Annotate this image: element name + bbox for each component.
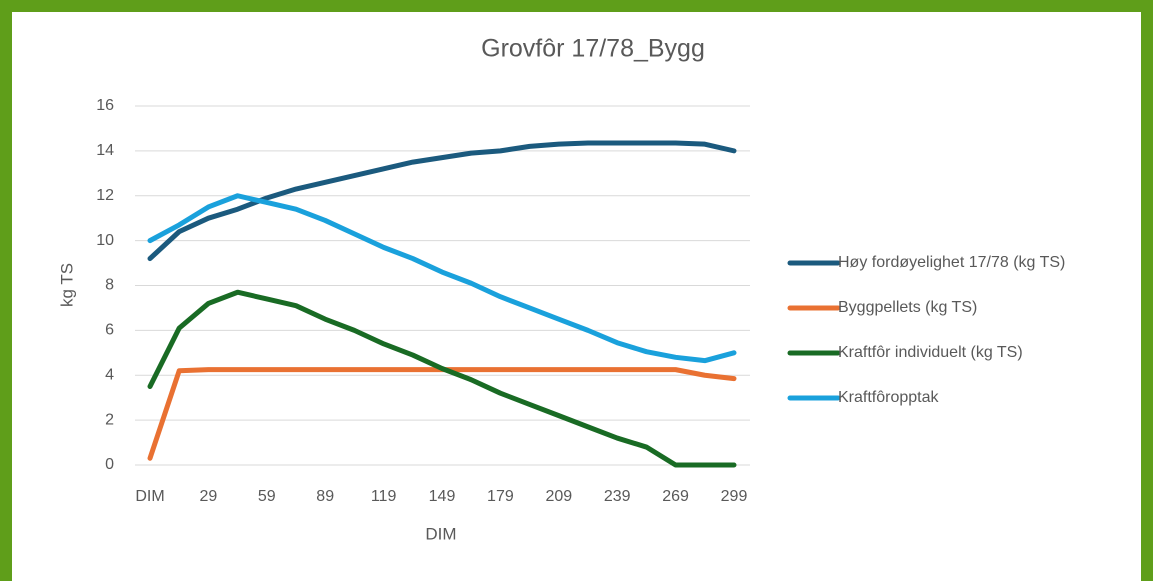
- series-line: [147, 140, 737, 262]
- x-tick-label: 179: [487, 488, 514, 505]
- y-tick-label: 0: [105, 456, 114, 473]
- y-tick-label: 2: [105, 411, 114, 428]
- y-tick-label: 4: [105, 366, 114, 383]
- x-tick-label: 269: [662, 488, 689, 505]
- series-line: [147, 289, 737, 468]
- chart-area: [12, 12, 1141, 581]
- x-tick-label: 239: [604, 488, 631, 505]
- y-tick-label: 10: [96, 232, 114, 249]
- x-tick-label: 209: [545, 488, 572, 505]
- y-tick-label: 12: [96, 187, 114, 204]
- legend-label: Høy fordøyelighet 17/78 (kg TS): [838, 254, 1065, 271]
- x-tick-label: 59: [258, 488, 276, 505]
- x-tick-label: 299: [721, 488, 748, 505]
- y-tick-label: 14: [96, 142, 114, 159]
- legend-label: Kraftfôropptak: [838, 389, 940, 406]
- chart-title: Grovfôr 17/78_Bygg: [481, 35, 705, 63]
- y-tick-label: 6: [105, 322, 114, 339]
- y-tick-label: 8: [105, 277, 114, 294]
- y-axis-title: kg TS: [57, 263, 76, 307]
- x-tick-label: 89: [316, 488, 334, 505]
- x-tick-label: 119: [371, 488, 397, 505]
- x-tick-label: DIM: [135, 488, 164, 505]
- x-tick-label: 149: [429, 488, 456, 505]
- y-tick-label: 16: [96, 97, 114, 114]
- legend-label: Kraftfôr individuelt (kg TS): [838, 344, 1023, 361]
- legend-label: Byggpellets (kg TS): [838, 299, 977, 316]
- x-axis-title: DIM: [425, 524, 456, 543]
- series-line: [147, 193, 737, 364]
- x-tick-label: 29: [200, 488, 218, 505]
